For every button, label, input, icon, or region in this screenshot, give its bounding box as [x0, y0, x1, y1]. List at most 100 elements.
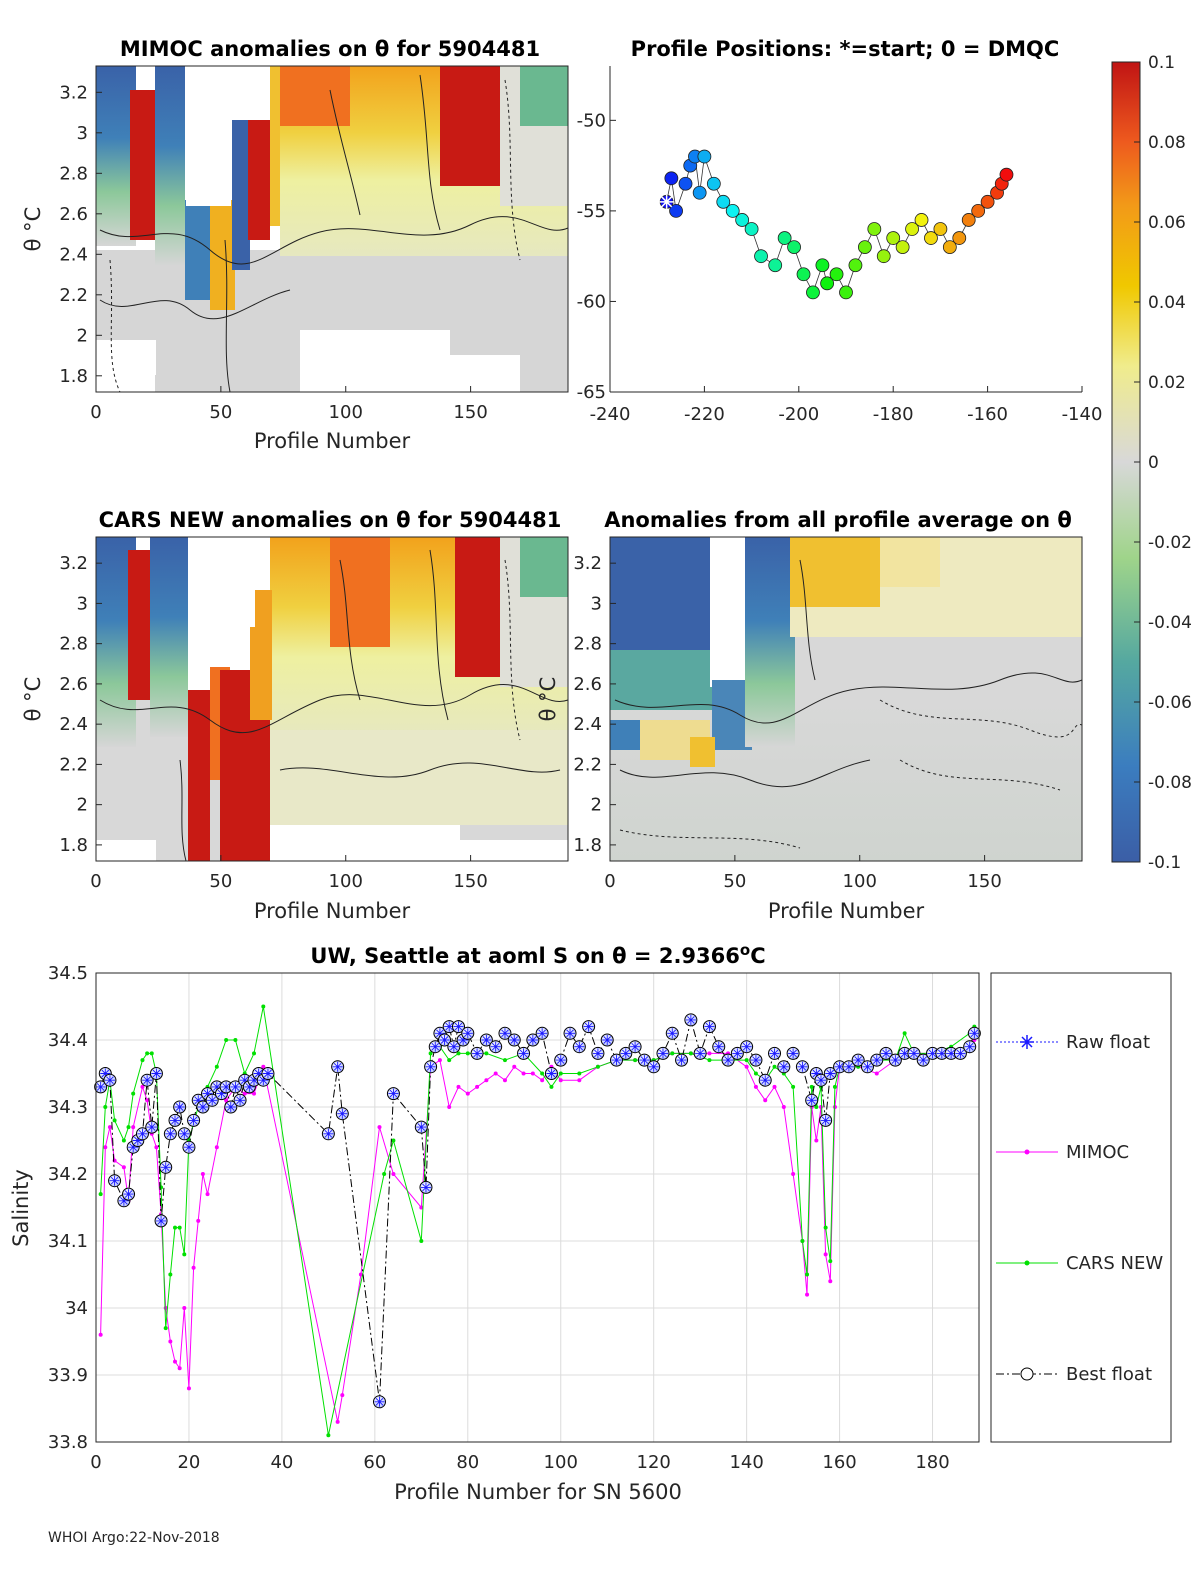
series-point-raw-float — [881, 1048, 892, 1059]
mimoc-x-ticks: 0 50 100 150 — [90, 386, 488, 423]
series-point-raw-float — [439, 1035, 450, 1045]
cars-xtick-label: 100 — [329, 871, 363, 892]
series-point-mimoc — [828, 1279, 833, 1284]
series-point-raw-float — [420, 1182, 431, 1193]
series-point-cars-new — [419, 1239, 424, 1243]
series-point-raw-float — [104, 1075, 115, 1086]
salinity-ytick-label: 33.9 — [48, 1365, 88, 1386]
series-point-mimoc — [781, 1105, 786, 1109]
series-point-raw-float — [537, 1028, 548, 1039]
series-point-raw-float — [713, 1041, 724, 1052]
series-point-raw-float — [95, 1081, 106, 1092]
series-point-raw-float — [202, 1088, 213, 1099]
cars-xtick-label: 50 — [209, 871, 232, 892]
colorbar-tick-label: -0.04 — [1148, 613, 1192, 633]
salinity-ytick-label: 34.3 — [48, 1097, 88, 1118]
series-point-raw-float — [518, 1048, 529, 1059]
series-point-raw-float — [132, 1135, 143, 1146]
mimoc-xtick-label: 100 — [329, 402, 363, 423]
series-point-raw-float — [430, 1041, 441, 1052]
mimoc-ytick-label: 2.8 — [59, 163, 88, 184]
salinity-title-unit: C — [750, 944, 765, 968]
series-point-raw-float — [170, 1115, 181, 1126]
mimoc-xlabel: Profile Number — [254, 429, 411, 453]
series-point-cars-new — [126, 1125, 131, 1130]
series-point-raw-float — [639, 1055, 650, 1066]
series-point-cars-new — [549, 1084, 554, 1089]
positions-ytick-label: -60 — [577, 291, 606, 312]
series-point-mimoc — [465, 1091, 470, 1096]
positions-x-ticks: -240 -220 -200 -180 -160 -140 — [590, 386, 1102, 425]
series-point-cars-new — [902, 1031, 907, 1036]
mimoc-xtick-label: 150 — [453, 402, 487, 423]
avg-ytick-label: 1.8 — [573, 835, 602, 856]
position-start-marker — [659, 194, 674, 209]
series-point-raw-float — [499, 1028, 510, 1039]
series-point-raw-float — [732, 1048, 743, 1059]
series-point-raw-float — [481, 1035, 492, 1045]
series-point-raw-float — [188, 1115, 199, 1126]
salinity-xlabel: Profile Number for SN 5600 — [394, 1480, 682, 1504]
series-point-cars-new — [121, 1138, 126, 1143]
salinity-xtick-label: 140 — [729, 1452, 763, 1473]
series-point-cars-new — [540, 1071, 545, 1076]
series-point-cars-new — [140, 1058, 145, 1063]
series-point-raw-float — [332, 1061, 343, 1072]
position-point — [924, 231, 938, 245]
salinity-ytick-label: 34 — [65, 1298, 88, 1319]
series-point-raw-float — [704, 1021, 715, 1032]
series-point-mimoc — [832, 1105, 837, 1109]
series-point-raw-float — [472, 1048, 483, 1059]
avg-ytick-label: 2.6 — [573, 674, 602, 695]
series-point-cars-new — [182, 1252, 187, 1257]
series-point-cars-new — [832, 1084, 837, 1089]
positions-title: Profile Positions: *=start; 0 = DMQC — [631, 37, 1060, 61]
series-point-cars-new — [484, 1051, 489, 1056]
avg-xtick-label: 0 — [604, 871, 615, 892]
mimoc-ytick-label: 2.4 — [59, 244, 88, 265]
series-point-mimoc — [437, 1058, 442, 1063]
legend-item-mimoc: MIMOC — [996, 1142, 1129, 1163]
series-point-raw-float — [546, 1068, 557, 1079]
series-point-raw-float — [815, 1075, 826, 1086]
series-point-raw-float — [760, 1075, 771, 1086]
series-point-cars-new — [168, 1272, 173, 1277]
positions-ytick-label: -55 — [577, 201, 606, 222]
series-point-raw-float — [592, 1048, 603, 1059]
series-point-raw-float — [156, 1215, 167, 1226]
series-point-raw-float — [235, 1095, 246, 1106]
series-point-cars-new — [391, 1138, 396, 1143]
series-point-raw-float — [244, 1081, 255, 1092]
series-point-raw-float — [323, 1128, 334, 1139]
series-point-raw-float — [225, 1102, 236, 1112]
series-point-cars-new — [261, 1004, 266, 1009]
series-point-cars-new — [707, 1058, 712, 1063]
series-point-raw-float — [416, 1122, 427, 1133]
position-point — [961, 213, 976, 227]
series-point-raw-float — [448, 1041, 459, 1052]
salinity-ytick-label: 34.2 — [48, 1164, 88, 1185]
avg-ylabel: θ °C — [536, 677, 560, 722]
series-point-raw-float — [820, 1115, 831, 1126]
series-point-cars-new — [252, 1051, 257, 1056]
series-point-raw-float — [806, 1095, 817, 1106]
position-point — [806, 285, 820, 300]
series-point-raw-float — [165, 1128, 176, 1139]
salinity-xtick-label: 180 — [915, 1452, 949, 1473]
series-point-mimoc — [823, 1252, 828, 1257]
series-point-cars-new — [428, 1051, 433, 1056]
series-point-cars-new — [744, 1058, 749, 1063]
series-point-mimoc — [103, 1145, 108, 1150]
series-point-cars-new — [465, 1051, 470, 1056]
series-point-raw-float — [337, 1108, 348, 1119]
legend-item-cars-new: CARS NEW — [996, 1253, 1163, 1274]
positions-ytick-label: -65 — [577, 382, 606, 403]
series-point-raw-float — [137, 1128, 148, 1139]
series-point-raw-float — [509, 1035, 520, 1045]
series-point-cars-new — [447, 1058, 452, 1063]
series-point-raw-float — [434, 1028, 445, 1039]
series-point-raw-float — [811, 1068, 822, 1079]
avg-ytick-label: 3 — [591, 593, 602, 614]
salinity-ytick-label: 34.4 — [48, 1030, 88, 1051]
